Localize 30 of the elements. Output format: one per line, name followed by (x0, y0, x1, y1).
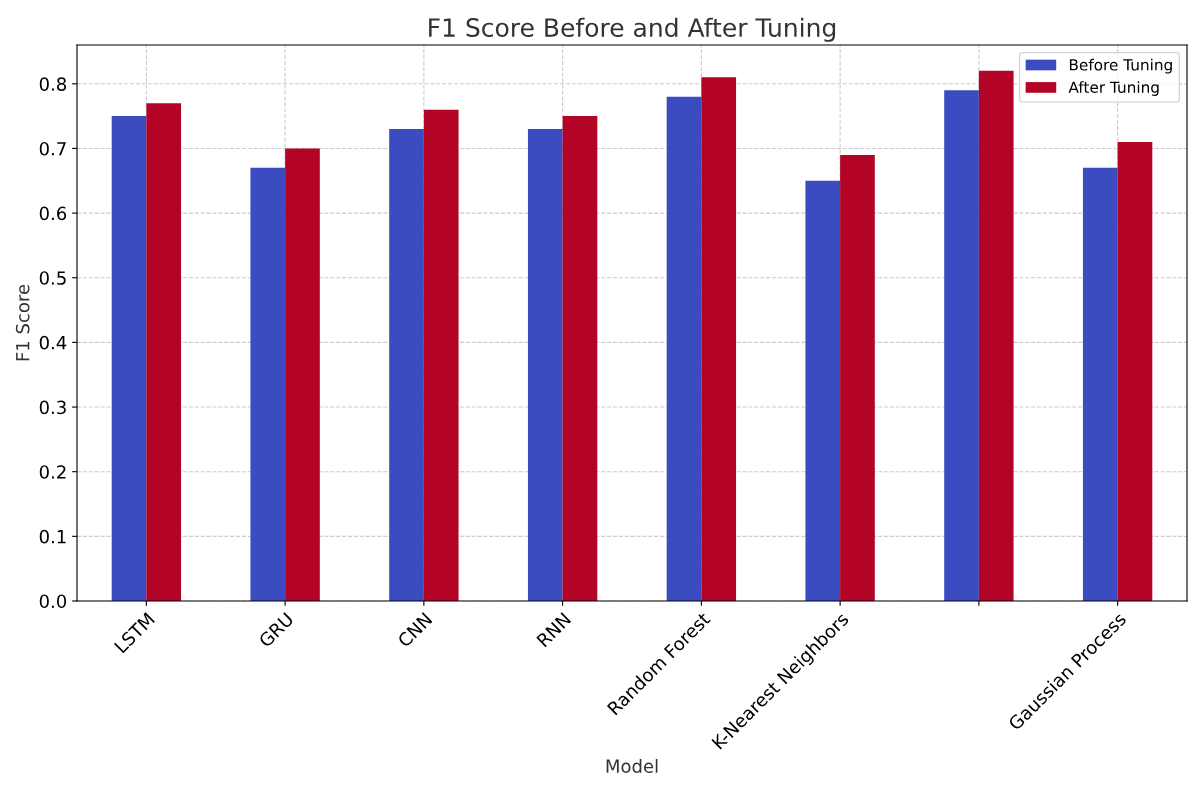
y-tick-label: 0.1 (39, 529, 66, 544)
y-tick-label: 0.2 (39, 465, 66, 479)
y-tick-label: 0.4 (39, 335, 67, 350)
bar (423, 109, 459, 601)
bar (389, 129, 424, 601)
y-tick-label: 0.5 (39, 271, 66, 285)
y-tick-label: 0.0 (39, 594, 67, 609)
legend-label: After Tuning (1068, 81, 1159, 96)
bar (111, 116, 147, 601)
bar (840, 154, 875, 601)
bar (978, 70, 1014, 601)
y-tick-label: 0.6 (39, 206, 67, 221)
bar (944, 90, 979, 601)
bar (1082, 167, 1118, 601)
y-tick-label: 0.7 (39, 141, 66, 156)
x-axis-title: Model (606, 759, 658, 773)
y-axis-title: F1 Score (15, 284, 30, 361)
bar (805, 180, 841, 601)
y-tick-label: 0.8 (39, 77, 67, 91)
bar (527, 129, 563, 601)
bar (562, 116, 598, 601)
bar (250, 167, 286, 601)
bar (285, 148, 320, 601)
bar (666, 96, 702, 601)
bar (701, 77, 737, 601)
bar (146, 103, 182, 601)
legend-label: Before Tuning (1069, 58, 1172, 74)
chart-title: F1 Score Before and After Tuning (429, 17, 836, 42)
y-tick-label: 0.3 (39, 400, 66, 415)
bar (1117, 141, 1153, 601)
